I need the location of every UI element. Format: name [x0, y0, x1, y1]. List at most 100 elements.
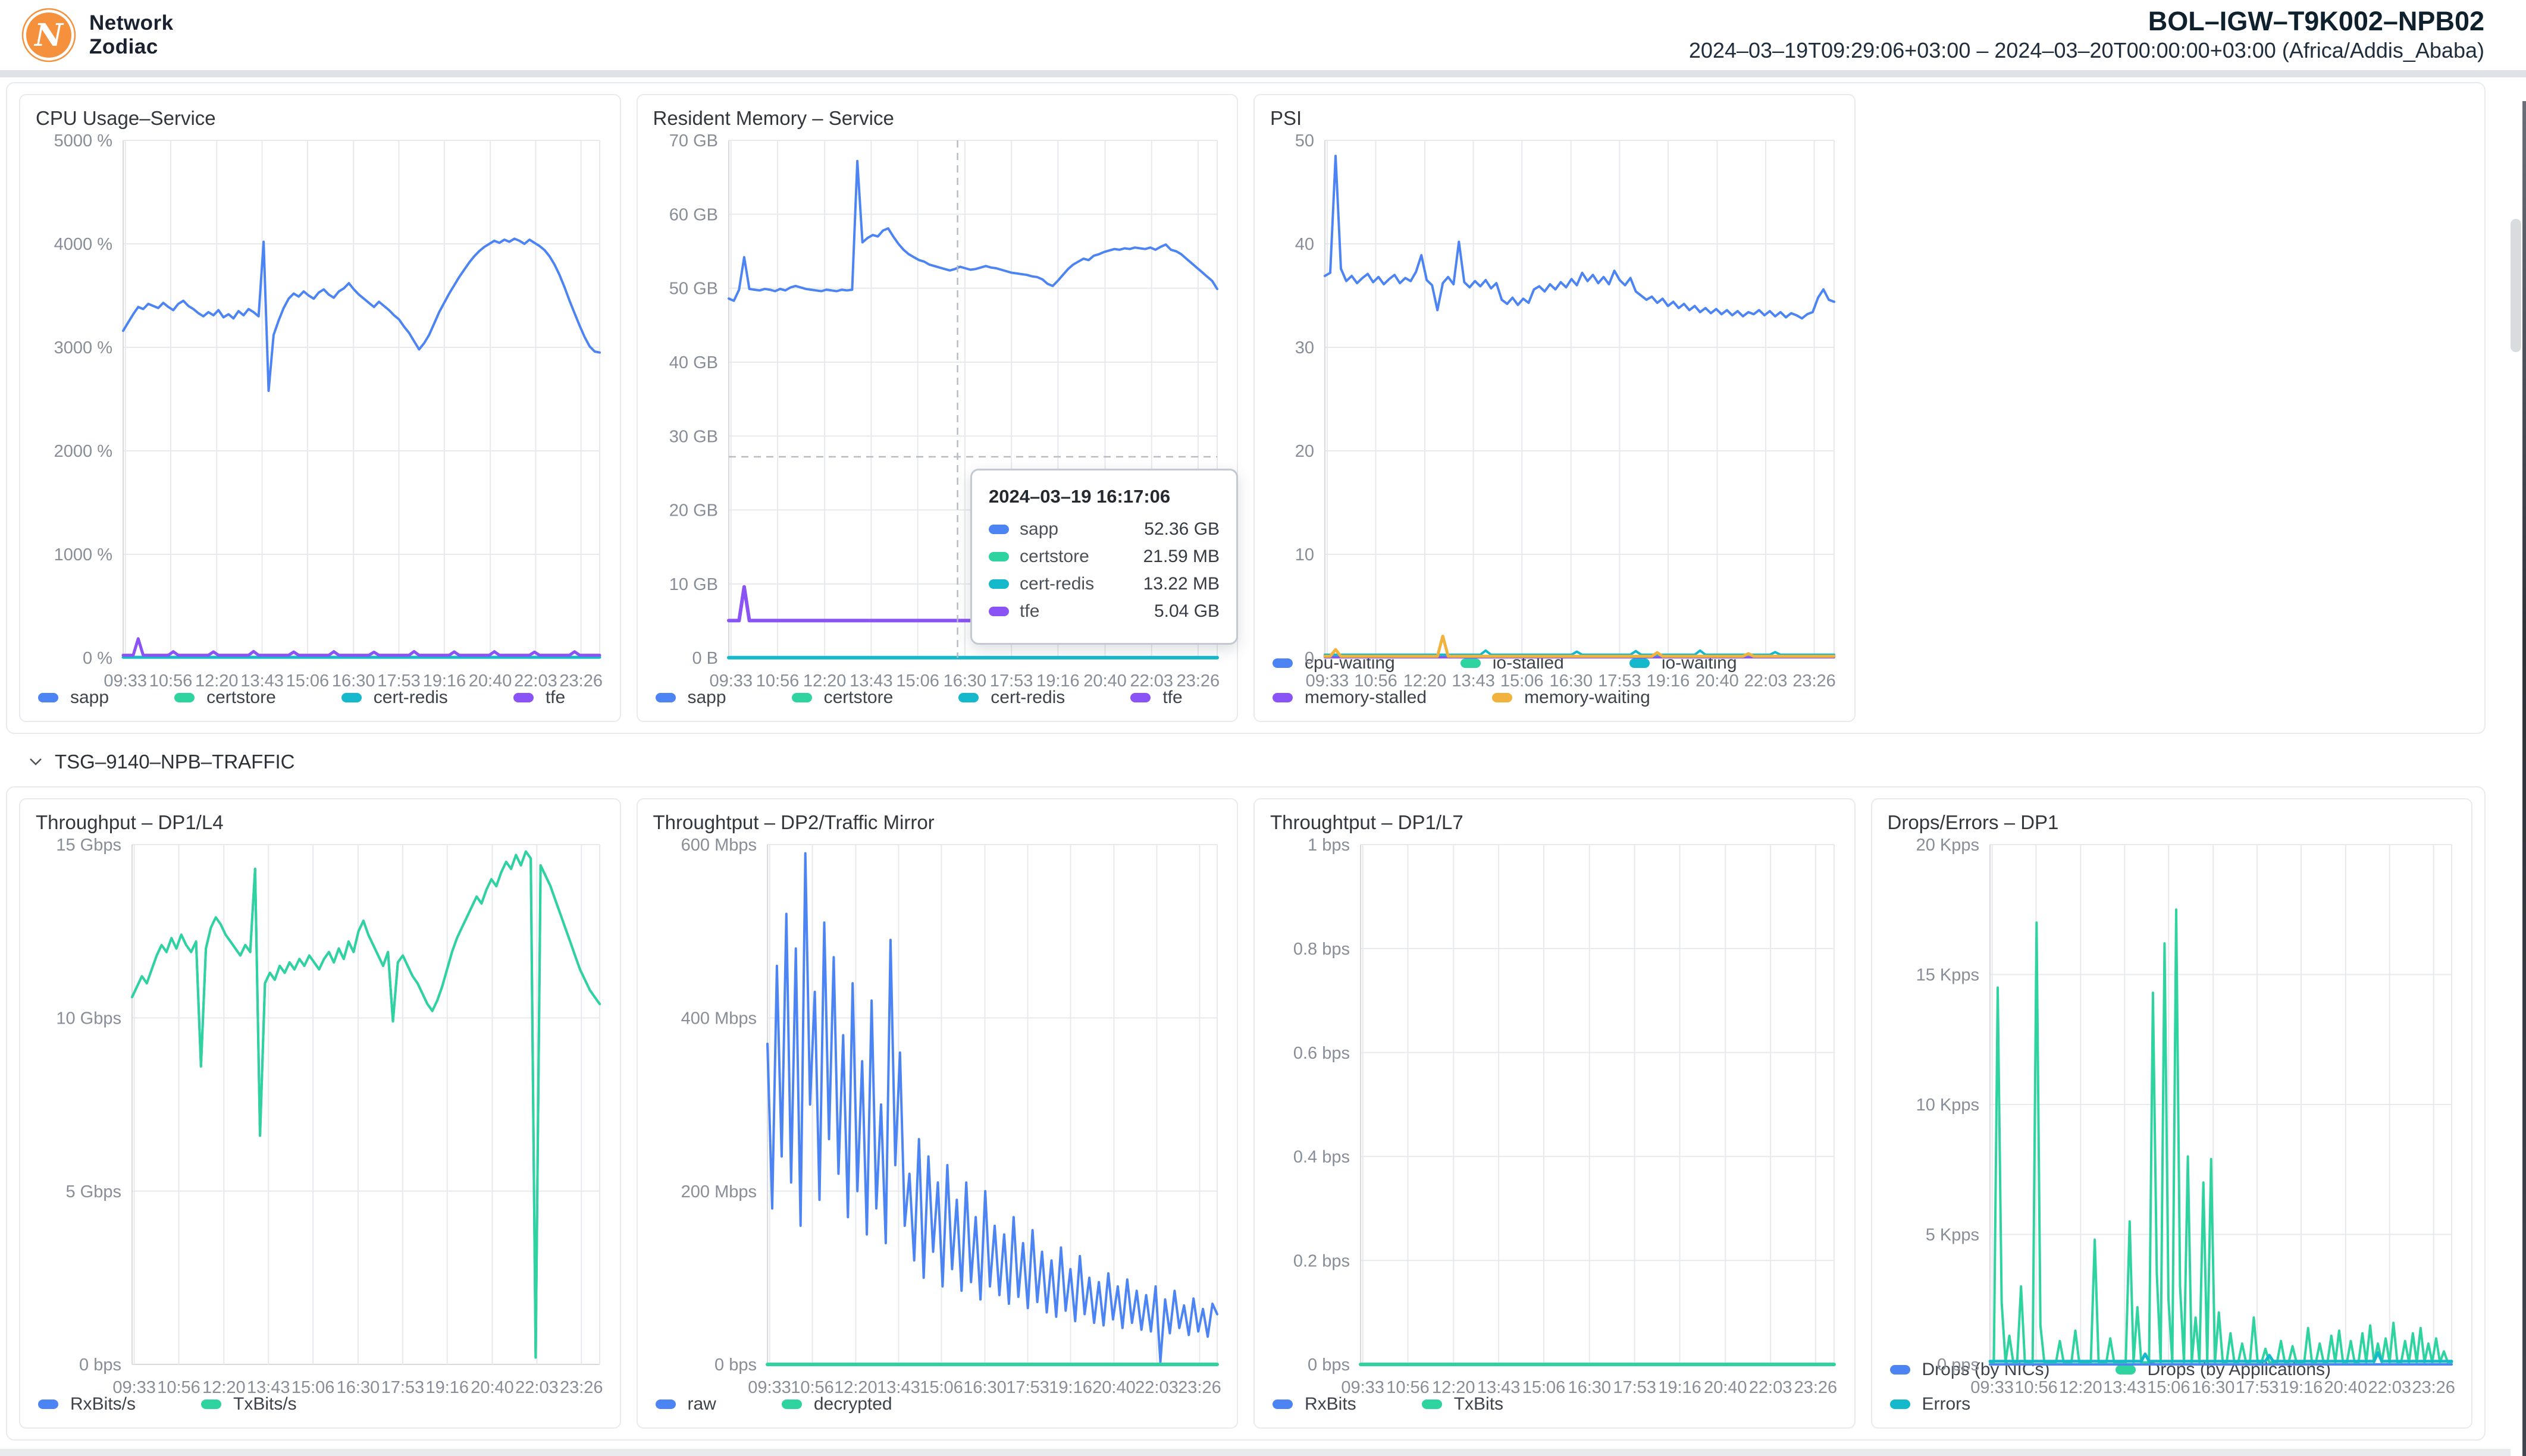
svg-text:12:20: 12:20 — [834, 1378, 877, 1397]
chart-title: PSI — [1270, 107, 1302, 129]
legend-item[interactable]: cert-redis — [958, 688, 1065, 708]
svg-text:22:03: 22:03 — [514, 671, 557, 691]
svg-text:09:33: 09:33 — [1306, 671, 1349, 691]
legend-color-chip — [791, 693, 812, 702]
legend-item[interactable]: memory-waiting — [1492, 688, 1650, 708]
svg-text:15:06: 15:06 — [286, 671, 330, 691]
horizontal-scrollbar[interactable] — [0, 1449, 2511, 1456]
svg-text:13:43: 13:43 — [1452, 671, 1495, 691]
vertical-scrollbar[interactable] — [2511, 77, 2521, 1448]
svg-text:70 GB: 70 GB — [669, 133, 717, 150]
legend-label: raw — [687, 1394, 716, 1414]
legend-color-chip — [655, 693, 676, 702]
svg-text:0.6 bps: 0.6 bps — [1293, 1044, 1350, 1063]
svg-text:30: 30 — [1295, 338, 1314, 357]
tooltip-timestamp: 2024–03–19 16:17:06 — [989, 485, 1171, 507]
svg-text:20:40: 20:40 — [471, 1378, 514, 1397]
svg-text:0.2 bps: 0.2 bps — [1293, 1251, 1350, 1270]
legend-item[interactable]: TxBits — [1421, 1394, 1504, 1414]
legend-item[interactable]: RxBits — [1273, 1394, 1356, 1414]
section-services: CPU Usage–Service 5000 % 4000 % 3000 % 2000… — [6, 82, 2486, 734]
svg-text:09:33: 09:33 — [1970, 1378, 2014, 1397]
svg-text:09:33: 09:33 — [104, 671, 147, 691]
legend-color-chip — [1460, 658, 1481, 668]
legend-label: memory-stalled — [1305, 688, 1427, 707]
page-title: BOL–IGW–T9K002–NPB02 — [2148, 6, 2484, 36]
svg-text:23:26: 23:26 — [1178, 1378, 1221, 1397]
svg-text:40: 40 — [1295, 235, 1314, 254]
svg-text:10 Gbps: 10 Gbps — [56, 1009, 121, 1028]
svg-text:17:53: 17:53 — [1598, 671, 1641, 691]
legend-label: decrypted — [813, 1394, 892, 1414]
svg-text:50: 50 — [1295, 133, 1314, 150]
legend-item[interactable]: certstore — [791, 688, 894, 708]
legend-item[interactable]: decrypted — [781, 1394, 892, 1414]
chart-plot-area[interactable]: 600 Mbps 400 Mbps 200 Mbps 0 bps 09:33 10:56 1… — [648, 837, 1227, 1397]
legend-item[interactable]: certstore — [174, 688, 276, 708]
tooltip-color-chip — [989, 606, 1010, 616]
svg-text:19:16: 19:16 — [2279, 1378, 2323, 1397]
legend-color-chip — [341, 693, 362, 702]
time-range-picker[interactable]: 2024–03–19T09:29:06+03:00 – 2024–03–20T0… — [1688, 38, 2484, 62]
svg-text:10:56: 10:56 — [157, 1378, 200, 1397]
chart-legend: raw decrypted — [648, 1383, 1227, 1419]
brand: N Network Zodiac — [21, 8, 174, 62]
legend-item[interactable]: TxBits/s — [201, 1394, 297, 1414]
svg-text:13:43: 13:43 — [2102, 1378, 2146, 1397]
svg-text:2000 %: 2000 % — [54, 442, 112, 461]
chart-plot-area[interactable]: 1 bps 0.8 bps 0.6 bps 0.4 bps 0.2 bps 0 bps 09… — [1265, 837, 1844, 1397]
legend-color-chip — [1629, 658, 1650, 668]
chart-plot-area[interactable]: 50 40 30 20 10 0 09:33 10:56 12:20 13:43 15:06 16:3… — [1265, 133, 1844, 691]
svg-text:09:33: 09:33 — [1341, 1378, 1384, 1397]
chart-legend: RxBits/s TxBits/s — [31, 1383, 609, 1419]
svg-text:10:56: 10:56 — [756, 671, 799, 691]
chart-tooltip: 2024–03–19 16:17:06 sapp 52.36 GB certstor… — [970, 468, 1239, 645]
legend-item[interactable]: raw — [655, 1394, 716, 1414]
svg-text:17:53: 17:53 — [1006, 1378, 1049, 1397]
legend-label: certstore — [823, 688, 894, 707]
chart-panel-resident-memory: Resident Memory – Service 70 GB 60 GB 50 G… — [636, 94, 1239, 722]
legend-label: RxBits/s — [70, 1394, 136, 1414]
legend-item[interactable]: cert-redis — [341, 688, 448, 708]
legend-color-chip — [1130, 693, 1151, 702]
legend-item[interactable]: tfe — [513, 688, 565, 708]
svg-text:10:56: 10:56 — [1354, 671, 1397, 691]
chart-plot-area[interactable]: 20 Kpps 15 Kpps 10 Kpps 5 Kpps 0 pps 09:33 10:… — [1883, 837, 2461, 1397]
svg-text:16:30: 16:30 — [337, 1378, 380, 1397]
chart-plot-area[interactable]: 15 Gbps 10 Gbps 5 Gbps 0 bps 09:33 10:56 12:20… — [31, 837, 609, 1397]
legend-label: cert-redis — [991, 688, 1065, 707]
scrollbar-thumb[interactable] — [2511, 219, 2521, 352]
section-header-traffic[interactable]: TSG–9140–NPB–TRAFFIC — [29, 751, 2526, 773]
legend-color-chip — [1421, 1399, 1442, 1409]
svg-text:10 Kpps: 10 Kpps — [1916, 1096, 1979, 1115]
svg-text:23:26: 23:26 — [2412, 1378, 2455, 1397]
svg-text:0 pps: 0 pps — [1937, 1355, 1979, 1375]
legend-item[interactable]: RxBits/s — [38, 1394, 136, 1414]
legend-color-chip — [201, 1399, 222, 1409]
tooltip-color-chip — [989, 524, 1010, 534]
legend-label: TxBits — [1453, 1394, 1504, 1414]
svg-text:60 GB: 60 GB — [669, 205, 717, 224]
svg-text:22:03: 22:03 — [515, 1378, 559, 1397]
svg-text:20 Kpps: 20 Kpps — [1916, 837, 1979, 855]
legend-color-chip — [1273, 658, 1293, 668]
svg-text:17:53: 17:53 — [2235, 1378, 2279, 1397]
svg-text:5 Gbps: 5 Gbps — [66, 1182, 122, 1201]
legend-color-chip — [655, 1399, 676, 1409]
svg-text:22:03: 22:03 — [1135, 1378, 1179, 1397]
legend-item[interactable]: sapp — [655, 688, 726, 708]
legend-color-chip — [958, 693, 979, 702]
svg-text:20 GB: 20 GB — [669, 501, 717, 520]
svg-text:15 Gbps: 15 Gbps — [56, 837, 121, 855]
legend-color-chip — [1889, 1365, 1910, 1375]
svg-text:10: 10 — [1295, 545, 1314, 564]
tooltip-row: cert-redis 13.22 MB — [989, 574, 1220, 594]
legend-item[interactable]: Errors — [1889, 1394, 1970, 1414]
legend-item[interactable]: memory-stalled — [1273, 688, 1427, 708]
chart-plot-area[interactable]: 5000 % 4000 % 3000 % 2000 % 1000 % 0 % 09:33 10… — [31, 133, 609, 691]
svg-text:23:26: 23:26 — [1794, 1378, 1838, 1397]
legend-item[interactable]: tfe — [1130, 688, 1183, 708]
svg-text:16:30: 16:30 — [943, 671, 986, 691]
legend-item[interactable]: sapp — [38, 688, 109, 708]
svg-text:15 Kpps: 15 Kpps — [1916, 966, 1979, 985]
